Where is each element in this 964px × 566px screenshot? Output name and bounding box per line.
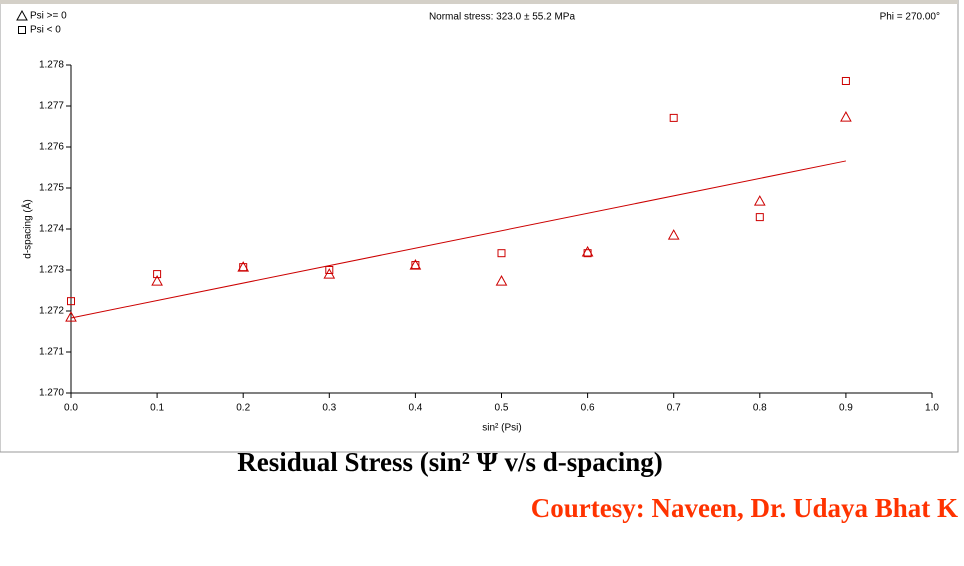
x-tick-label: 0.2 xyxy=(236,403,250,414)
square-marker xyxy=(153,270,162,279)
x-tick-label: 0.4 xyxy=(408,403,422,414)
square-marker xyxy=(583,249,592,258)
triangle-marker xyxy=(151,275,163,286)
y-tick-label: 1.275 xyxy=(39,183,64,194)
fit-line xyxy=(70,160,846,319)
y-tick-label: 1.276 xyxy=(39,142,64,153)
square-marker xyxy=(67,297,75,306)
chart-title: Normal stress: 323.0 ± 55.2 MPa xyxy=(429,12,576,23)
chart-subtitle: Phi = 270.00° xyxy=(880,12,940,23)
x-tick-label: 1.0 xyxy=(925,403,939,414)
legend-label: Psi >= 0 xyxy=(30,11,67,22)
triangle-marker xyxy=(667,229,680,240)
triangle-marker xyxy=(16,9,28,21)
y-tick-label: 1.273 xyxy=(39,265,64,276)
square-marker xyxy=(841,76,850,85)
legend-label: Psi < 0 xyxy=(30,25,61,36)
x-tick-label: 0.3 xyxy=(322,403,336,414)
credit: Courtesy: Naveen, Dr. Udaya Bhat K xyxy=(531,493,958,523)
square-marker xyxy=(497,249,506,258)
x-tick-label: 0.1 xyxy=(150,403,164,414)
square-marker xyxy=(18,26,26,34)
triangle-marker xyxy=(840,111,852,122)
y-tick-label: 1.277 xyxy=(39,101,64,112)
x-tick-label: 0.9 xyxy=(839,403,853,414)
triangle-marker xyxy=(753,195,766,206)
square-marker xyxy=(325,266,334,274)
x-tick-label: 0.7 xyxy=(667,403,681,414)
caption: Residual Stress (sin² Ψ v/s d-spacing) xyxy=(237,447,662,477)
square-marker xyxy=(755,213,764,222)
y-tick-label: 1.272 xyxy=(39,306,64,317)
square-marker xyxy=(411,261,420,270)
plot-window xyxy=(0,0,959,453)
triangle-marker xyxy=(495,275,508,286)
y-axis-label: d-spacing (Å) xyxy=(21,199,34,258)
square-marker xyxy=(239,263,248,272)
window-bar xyxy=(0,0,958,4)
triangle-marker xyxy=(65,311,77,322)
x-tick-label: 0.8 xyxy=(753,403,767,414)
y-tick-label: 1.271 xyxy=(39,347,64,358)
y-tick-label: 1.274 xyxy=(39,224,64,235)
square-marker xyxy=(669,113,678,122)
x-axis-label: sin² (Psi) xyxy=(482,423,521,434)
y-tick-label: 1.278 xyxy=(39,60,64,71)
triangle-marker xyxy=(581,245,594,257)
x-tick-label: 0.0 xyxy=(64,403,78,414)
y-tick-label: 1.270 xyxy=(39,388,64,399)
x-tick-label: 0.5 xyxy=(495,403,509,414)
x-tick-label: 0.6 xyxy=(581,403,595,414)
